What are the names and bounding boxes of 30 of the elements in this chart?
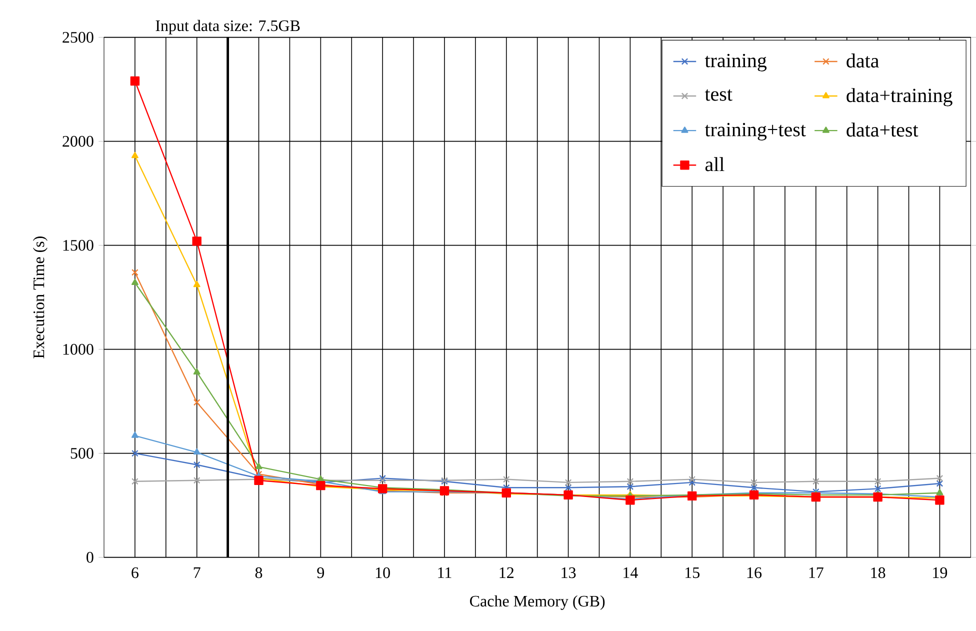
x-tick-label: 17 — [809, 568, 824, 578]
x-tick-label: 14 — [624, 568, 638, 578]
y-tick-label: 2000 — [62, 136, 94, 147]
y-tick-label: 2500 — [62, 32, 94, 43]
legend-label: training+test — [704, 123, 806, 141]
x-tick-label: 8 — [255, 568, 262, 578]
y-tick-label: 500 — [70, 448, 94, 459]
x-tick-label: 9 — [317, 568, 324, 578]
ref-line-label: Input data size: 7.5GB — [156, 20, 300, 35]
legend-label: test — [704, 90, 732, 101]
x-tick-label: 13 — [562, 568, 576, 578]
x-tick-label: 10 — [376, 568, 390, 578]
legend-label: all — [705, 157, 724, 172]
legend-label: data+test — [846, 122, 918, 137]
y-axis-title: Execution Time (s) — [32, 236, 48, 359]
legend-label: data+training — [846, 88, 952, 106]
legend-label: training — [704, 54, 767, 72]
y-tick-label: 0 — [86, 552, 94, 563]
x-axis-title: Cache Memory (GB) — [470, 595, 605, 610]
y-tick-label: 1500 — [63, 240, 94, 251]
x-tick-label: 6 — [132, 568, 138, 578]
x-tick-label: 11 — [438, 568, 452, 578]
x-tick-label: 15 — [686, 568, 700, 578]
legend-label: data — [846, 54, 879, 68]
y-tick-label: 1000 — [63, 344, 94, 355]
x-tick-label: 12 — [500, 568, 514, 578]
x-tick-label: 18 — [871, 568, 886, 578]
x-tick-label: 7 — [194, 568, 200, 578]
x-tick-label: 19 — [933, 568, 948, 578]
x-tick-label: 16 — [747, 568, 762, 578]
